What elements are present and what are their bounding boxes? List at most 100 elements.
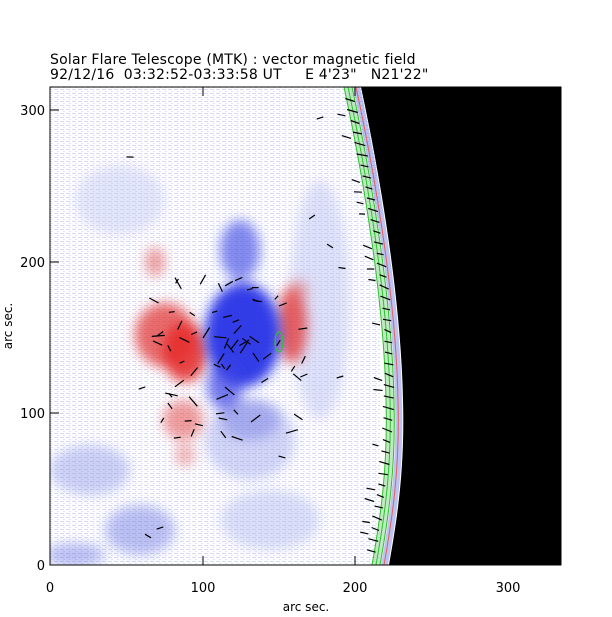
field-vector	[230, 339, 239, 350]
field-vector	[384, 340, 393, 344]
field-vector	[218, 417, 228, 421]
field-vector	[366, 197, 376, 201]
field-vector	[373, 376, 383, 382]
field-vector	[381, 450, 390, 454]
field-vector	[184, 420, 192, 422]
field-vector	[372, 515, 383, 521]
x-tick-label: 100	[191, 581, 216, 596]
field-vector	[144, 533, 152, 539]
field-vector	[382, 427, 393, 433]
field-vector	[300, 373, 308, 378]
field-vector	[373, 388, 383, 392]
field-vector	[366, 487, 376, 491]
field-vector	[365, 186, 373, 190]
field-vector	[352, 131, 362, 135]
field-vector	[225, 364, 232, 371]
figure-subtitle: 92/12/16 03:32:52-03:33:58 UT E 4'23" N2…	[50, 67, 429, 83]
field-vector	[194, 423, 203, 427]
field-vector	[373, 230, 381, 234]
field-vector	[370, 219, 380, 223]
plot-frame	[49, 86, 562, 566]
field-vector	[382, 307, 391, 311]
x-axis-label: arc sec.	[283, 600, 329, 614]
field-vector	[234, 276, 243, 282]
field-vector	[152, 340, 163, 346]
field-vector	[384, 362, 394, 366]
y-tick-label: 200	[20, 256, 45, 271]
field-vector	[360, 164, 369, 168]
field-vector	[156, 331, 164, 337]
x-tick-label: 200	[343, 581, 368, 596]
field-vector	[341, 135, 352, 139]
field-vector	[366, 549, 376, 553]
field-vector	[371, 526, 380, 532]
field-vector	[371, 322, 381, 326]
field-vector	[383, 395, 394, 399]
field-vector	[274, 295, 279, 300]
field-vector	[383, 417, 393, 421]
field-vector	[190, 428, 195, 437]
field-vector	[382, 318, 392, 322]
field-vector	[384, 328, 392, 334]
field-vector	[346, 108, 358, 114]
field-vector	[354, 141, 366, 147]
field-vector	[379, 274, 387, 278]
field-vector	[213, 363, 221, 368]
field-vector	[384, 351, 393, 355]
field-vector	[374, 505, 384, 509]
field-vector	[202, 327, 211, 339]
field-vector	[380, 295, 391, 301]
field-vector	[151, 334, 165, 337]
x-tick-label: 0	[46, 581, 54, 596]
field-vector	[223, 338, 230, 349]
figure-title: Solar Flare Telescope (MTK) : vector mag…	[50, 52, 416, 68]
field-vector	[350, 119, 360, 125]
field-vector	[382, 439, 391, 443]
field-vector	[224, 386, 235, 396]
field-vector	[174, 277, 182, 290]
field-vector	[376, 494, 385, 498]
field-vector	[290, 365, 296, 372]
field-vector	[337, 113, 346, 117]
field-vector	[379, 284, 389, 290]
y-tick-label: 0	[37, 559, 45, 574]
field-vector	[384, 372, 394, 378]
field-vector	[326, 243, 334, 249]
field-vector	[156, 526, 164, 530]
field-vector	[378, 483, 386, 487]
field-vector	[252, 352, 260, 362]
field-vector	[223, 314, 233, 318]
field-vector	[261, 377, 269, 384]
field-vector	[220, 363, 226, 370]
field-vector	[345, 97, 355, 103]
negative-polarity-region	[205, 220, 281, 440]
field-vector	[285, 429, 299, 434]
field-vector	[276, 339, 281, 347]
field-vector	[188, 396, 198, 407]
field-vector	[249, 335, 260, 344]
transverse-field-vectors	[126, 97, 395, 553]
field-vector	[364, 255, 374, 261]
field-vector	[241, 337, 251, 345]
field-vector	[138, 386, 146, 390]
field-vector	[378, 472, 388, 476]
field-vector	[368, 278, 376, 282]
field-vector	[278, 302, 287, 307]
y-axis-label: arc sec.	[1, 303, 15, 349]
field-vector	[220, 430, 227, 439]
field-vector	[292, 373, 302, 382]
field-vector	[239, 342, 248, 354]
field-vector	[174, 379, 185, 388]
field-vector	[360, 531, 369, 535]
field-vector	[368, 538, 379, 542]
field-vector	[262, 352, 272, 360]
field-vector	[293, 413, 303, 421]
axis-ticks	[49, 87, 561, 566]
field-vector	[301, 355, 306, 364]
field-vector	[217, 353, 225, 365]
field-vector	[308, 214, 316, 220]
image-area	[50, 87, 561, 565]
field-vector	[246, 288, 253, 291]
off-limb-region	[361, 87, 561, 565]
